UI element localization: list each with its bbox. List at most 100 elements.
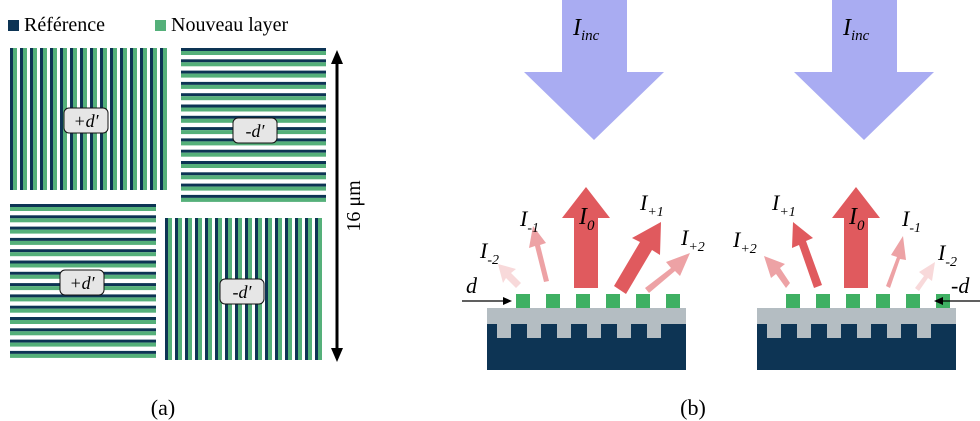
diffraction-arrow-plus-2	[764, 256, 790, 288]
green-pad	[816, 294, 830, 308]
grating-line-new-layer	[10, 342, 156, 347]
scale-arrow-head-top	[331, 50, 343, 64]
order-label-0: I0	[848, 204, 865, 234]
grating-line-reference	[10, 204, 156, 207]
order-label-0: I0	[578, 204, 595, 234]
grating-line-new-layer	[181, 62, 326, 67]
panel-a: Référence Nouveau layer +d′ -d′ +d′ -d′ …	[8, 14, 365, 420]
grating-line-new-layer	[33, 48, 37, 190]
pad-label: +d′	[69, 273, 95, 293]
grating-line-reference	[265, 218, 268, 360]
grating-line-new-layer	[23, 48, 27, 190]
grating-line-reference	[181, 81, 326, 85]
shift-arrow-head	[503, 297, 512, 305]
grating-line-reference	[185, 218, 188, 360]
grating-line-new-layer	[13, 48, 17, 190]
grating-line-reference	[315, 218, 318, 360]
shift-arrow-head	[934, 297, 943, 305]
grating-line-reference	[10, 305, 156, 309]
grating-line-new-layer	[10, 308, 156, 313]
grating-line-new-layer	[208, 218, 212, 360]
diffraction-arrow-plus-2	[645, 253, 690, 293]
grating-line-reference	[181, 59, 326, 63]
grating-line-reference	[50, 48, 53, 190]
order-label-plus-1: I+1	[771, 190, 796, 220]
green-pad	[906, 294, 920, 308]
grating-line-new-layer	[181, 152, 326, 157]
shift-label: -d	[951, 273, 970, 298]
panel-label-a: (a)	[151, 395, 175, 420]
grating-line-new-layer	[181, 73, 326, 78]
incident-label: Iinc	[572, 15, 600, 44]
grating-line-reference	[30, 48, 33, 190]
grating-line-new-layer	[181, 164, 326, 168]
grating-line-new-layer	[10, 353, 156, 358]
diffraction-arrow-minus-2	[915, 262, 935, 291]
order-label-plus-2: I+2	[680, 225, 705, 255]
grating-line-new-layer	[10, 229, 156, 234]
grating-line-new-layer	[181, 51, 326, 55]
grating-line-new-layer	[113, 48, 117, 190]
grating-line-reference	[10, 215, 156, 219]
grating-line-new-layer	[178, 218, 182, 360]
grating-line-reference	[305, 218, 308, 360]
legend-swatch-reference	[8, 20, 19, 31]
grating-line-new-layer	[198, 218, 202, 360]
grating-line-reference	[215, 218, 218, 360]
grating-line-new-layer	[288, 218, 292, 360]
grating-line-reference	[10, 328, 156, 332]
grating-line-new-layer	[181, 84, 326, 89]
pad-bottom-right: -d′	[219, 278, 265, 305]
grating-layer	[487, 308, 686, 338]
grating-line-reference	[10, 249, 156, 253]
order-label-plus-2: I+2	[732, 227, 757, 257]
incident-arrow-right: Iinc	[794, 0, 934, 140]
diffraction-arrow-plus-1	[614, 222, 661, 294]
grating-line-reference	[181, 194, 326, 198]
green-pad	[606, 294, 620, 308]
grating-line-new-layer	[153, 48, 157, 190]
green-pad	[786, 294, 800, 308]
grating-line-reference	[10, 294, 156, 298]
pad-label: -d′	[246, 121, 266, 141]
grating-line-new-layer	[168, 218, 172, 360]
grating-line-reference	[181, 161, 326, 164]
panel-label-b: (b)	[680, 395, 706, 420]
grating-line-reference	[175, 218, 178, 360]
grating-line-reference	[181, 149, 326, 153]
green-pad	[846, 294, 860, 308]
diffraction-arrow-order-0	[562, 187, 610, 288]
pad-bottom-left: +d′	[59, 269, 105, 296]
grating-line-reference	[10, 317, 156, 320]
grating-line-reference	[181, 93, 326, 97]
order-label-minus-1: I-1	[519, 206, 539, 236]
grating-line-reference	[181, 48, 326, 51]
grating-line-reference	[110, 48, 113, 190]
grating-line-reference	[40, 48, 43, 190]
green-pad	[636, 294, 650, 308]
grating-line-reference	[150, 48, 153, 190]
scale-arrow-head-bottom	[331, 348, 343, 362]
grating-line-reference	[295, 218, 298, 360]
grating-line-reference	[120, 48, 123, 190]
grating-line-reference	[10, 339, 156, 343]
grating-line-reference	[181, 172, 326, 176]
green-pad	[516, 294, 530, 308]
pad-top-left: +d′	[63, 107, 109, 134]
grating-line-new-layer	[10, 218, 156, 223]
diffraction-arrow-order-0	[832, 187, 880, 288]
grating-line-new-layer	[318, 218, 322, 360]
grating-line-reference	[285, 218, 288, 360]
order-label-plus-1: I+1	[639, 190, 664, 220]
grating-line-reference	[165, 218, 168, 360]
grating-line-new-layer	[181, 186, 326, 191]
order-label-minus-1: I-1	[901, 206, 921, 236]
grating-line-new-layer	[181, 96, 326, 101]
grating-line-reference	[181, 183, 326, 187]
legend-label-new-layer: Nouveau layer	[171, 14, 289, 36]
shift-label: d	[466, 273, 478, 298]
panel-b: Iinc Iinc I-2 I-1 I0 I+1 I+2	[462, 0, 980, 420]
grating-line-reference	[130, 48, 133, 190]
grating-line-new-layer	[10, 320, 156, 324]
